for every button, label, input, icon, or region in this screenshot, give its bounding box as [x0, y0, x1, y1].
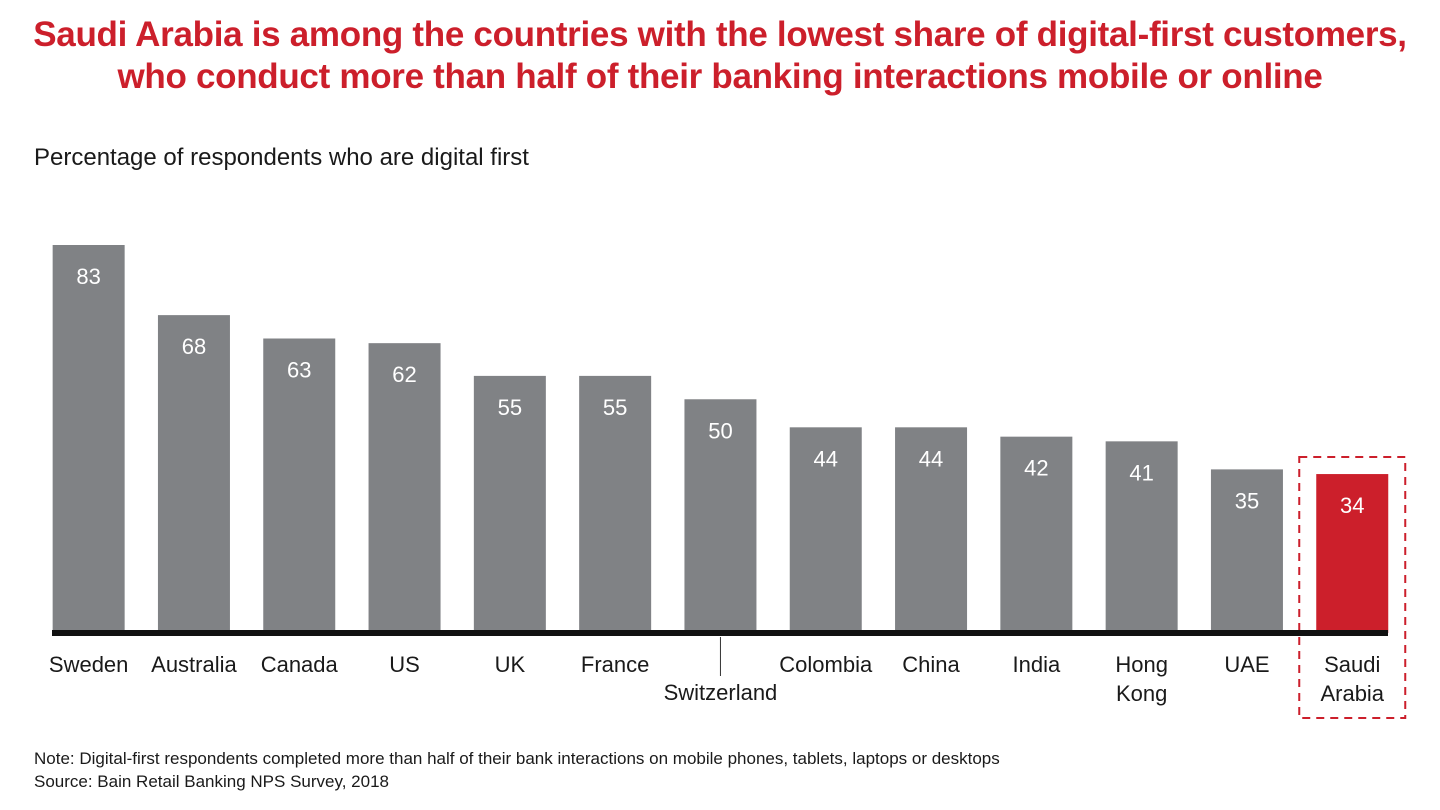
- x-tick-label-australia: Australia: [151, 652, 237, 677]
- x-tick-label-hong-kong-2: Kong: [1116, 681, 1167, 706]
- x-tick-label-saudi-arabia-2: Arabia: [1320, 681, 1384, 706]
- x-tick-label-hong-kong-1: Hong: [1115, 652, 1168, 677]
- bar-value-australia: 68: [182, 334, 206, 359]
- x-tick-label-canada: Canada: [261, 652, 339, 677]
- x-tick-label-switzerland: Switzerland: [664, 680, 778, 705]
- bar-india: [1000, 436, 1073, 633]
- highlight-callout-box: [1298, 456, 1407, 719]
- footnote: Note: Digital-first respondents complete…: [34, 747, 1000, 793]
- x-tick-label-uae: UAE: [1224, 652, 1269, 677]
- bar-value-us: 62: [392, 362, 416, 387]
- x-tick-label-us: US: [389, 652, 420, 677]
- bar-uk: [473, 375, 546, 633]
- bar-chart: 83 Sweden 68 Australia 63 Canada 62 US 55 UK 55 Fra…: [49, 245, 1407, 719]
- x-tick-label-colombia: Colombia: [779, 652, 873, 677]
- bar-saudi-arabia: [1316, 474, 1389, 633]
- x-tick-label-sweden: Sweden: [49, 652, 129, 677]
- chart-title: Saudi Arabia is among the countries with…: [0, 14, 1440, 98]
- bar-sweden: [52, 245, 125, 633]
- bar-value-switzerland: 50: [708, 418, 732, 443]
- bar-value-hong-kong: 41: [1129, 460, 1153, 485]
- bar-value-france: 55: [603, 395, 627, 420]
- x-tick-label-uk: UK: [495, 652, 526, 677]
- chart-subtitle: Percentage of respondents who are digita…: [34, 144, 529, 171]
- bar-uae: [1210, 469, 1283, 633]
- bar-value-india: 42: [1024, 456, 1048, 481]
- bar-value-china: 44: [919, 446, 943, 471]
- chart-title-line-2: who conduct more than half of their bank…: [117, 57, 1323, 96]
- bar-australia: [157, 315, 230, 633]
- x-tick-label-china: China: [902, 652, 960, 677]
- chart-title-line-1: Saudi Arabia is among the countries with…: [33, 15, 1407, 54]
- x-tick-label-france: France: [581, 652, 649, 677]
- x-tick-label-saudi-arabia-1: Saudi: [1324, 652, 1380, 677]
- bar-switzerland: [684, 399, 757, 633]
- bar-value-colombia: 44: [814, 446, 838, 471]
- bar-colombia: [789, 427, 862, 633]
- footnote-note: Note: Digital-first respondents complete…: [34, 749, 1000, 768]
- bar-canada: [263, 338, 336, 633]
- bar-value-saudi-arabia: 34: [1340, 493, 1364, 518]
- bar-france: [579, 375, 652, 633]
- bar-value-uae: 35: [1235, 488, 1259, 513]
- footnote-source: Source: Bain Retail Banking NPS Survey, …: [34, 772, 389, 791]
- bar-hong-kong: [1105, 441, 1178, 633]
- bar-value-canada: 63: [287, 357, 311, 382]
- bar-value-sweden: 83: [76, 264, 100, 289]
- bar-us: [368, 343, 441, 633]
- bar-value-uk: 55: [498, 395, 522, 420]
- bar-china: [895, 427, 968, 633]
- x-tick-label-india: India: [1012, 652, 1060, 677]
